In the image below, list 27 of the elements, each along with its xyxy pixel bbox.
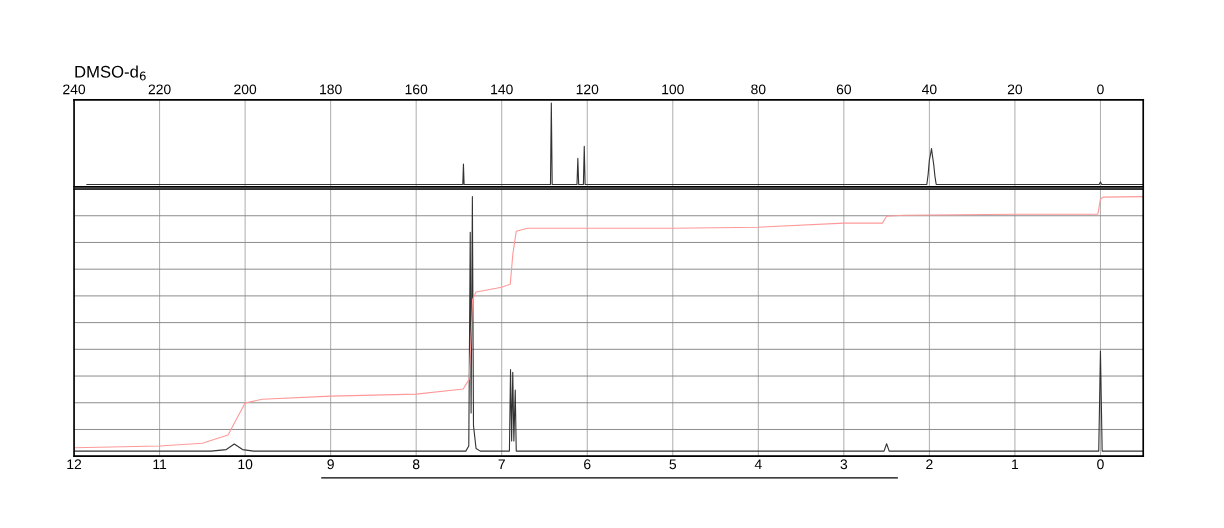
x-tick-label: 240 (63, 84, 86, 95)
x-tick-label: 220 (148, 84, 171, 95)
x-tick-label: 80 (751, 84, 766, 95)
x-tick-label: 8 (412, 459, 420, 470)
x-tick-label: 2 (926, 459, 933, 470)
x-tick-label: 20 (1007, 84, 1023, 95)
x-tick-label: 10 (238, 459, 253, 470)
x-tick-label: 1 (1012, 459, 1019, 470)
x-tick-label: 120 (576, 84, 599, 95)
x-tick-label: 200 (234, 84, 257, 95)
x-tick-label: 0 (1097, 84, 1104, 95)
x-tick-label: 9 (327, 459, 334, 470)
x-tick-label: 6 (584, 459, 591, 470)
x-tick-label: 3 (840, 459, 848, 470)
x-tick-label: 180 (320, 84, 342, 95)
x-tick-label: 140 (491, 84, 513, 95)
x-tick-label: 4 (754, 459, 762, 470)
x-tick-label: 0 (1097, 459, 1104, 470)
x-tick-label: 100 (662, 84, 684, 95)
x-tick-label: 60 (836, 84, 852, 95)
x-tick-label: 5 (669, 459, 677, 470)
x-tick-label: 160 (405, 84, 428, 95)
x-tick-label: 7 (498, 459, 505, 470)
chart-title: DMSO-d$_{6}$ (75, 65, 146, 81)
x-tick-label: 11 (153, 459, 167, 470)
x-tick-label: 12 (67, 459, 82, 470)
x-tick-label: 40 (921, 84, 937, 95)
